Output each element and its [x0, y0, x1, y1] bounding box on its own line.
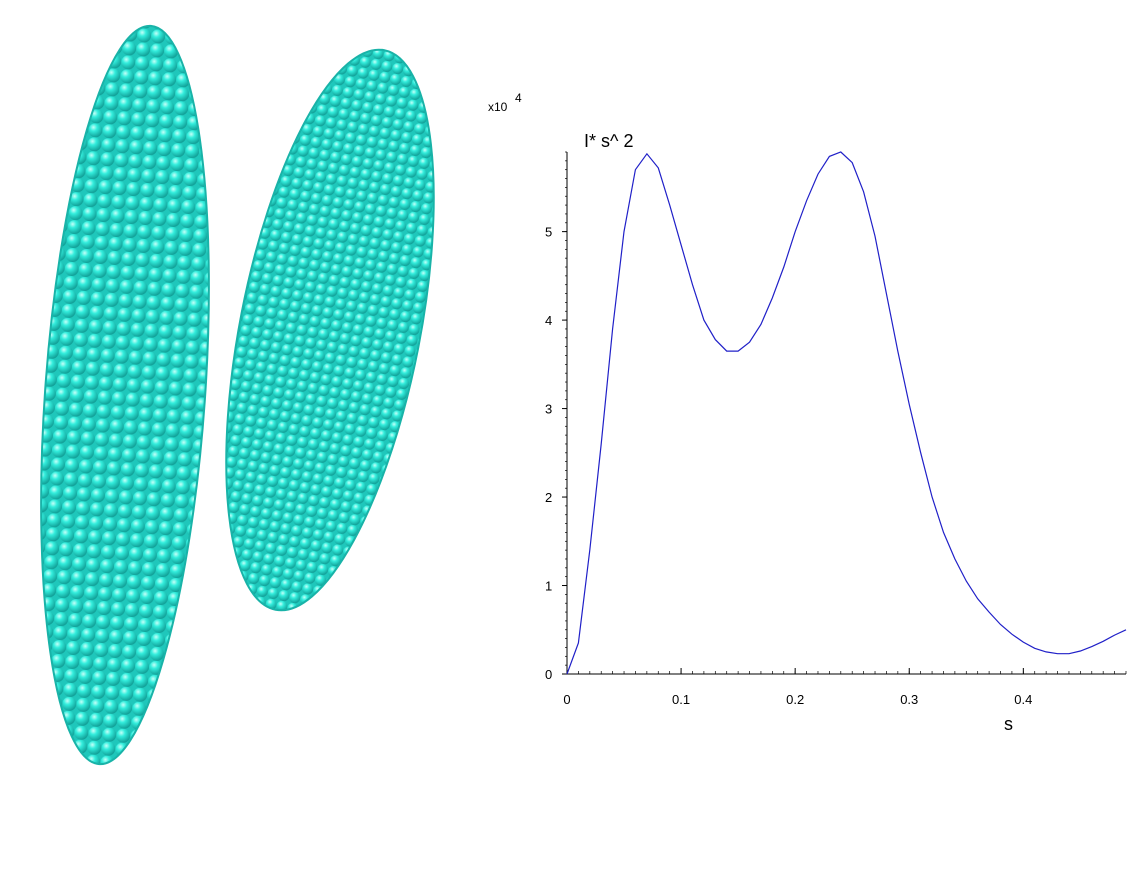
- y-tick-label: 4: [545, 313, 552, 328]
- y-multiplier-exponent: 4: [515, 91, 522, 105]
- bead-cylinder-left: [40, 24, 210, 766]
- x-ticks: 0 0.1 0.2 0.3 0.4: [563, 668, 1032, 707]
- y-tick-label: 2: [545, 490, 552, 505]
- series-group: [566, 151, 1127, 675]
- x-tick-label: 0: [563, 692, 570, 707]
- y-axis-title: I* s^ 2: [584, 131, 633, 151]
- x-tick-label: 0.2: [786, 692, 804, 707]
- y-tick-label: 0: [545, 667, 552, 682]
- x-axis-title: s: [1004, 714, 1013, 734]
- chart: x10 4 I* s^ 2 s 0 1 2 3 4 5 0 0.1 0.2 0.3 0.4: [488, 91, 1127, 734]
- y-tick-label: 3: [545, 402, 552, 417]
- y-tick-label: 5: [545, 225, 552, 240]
- x-tick-label: 0.4: [1014, 692, 1032, 707]
- bead-cylinder-right: [225, 48, 435, 612]
- x-tick-label: 0.3: [900, 692, 918, 707]
- x-tick-label: 0.1: [672, 692, 690, 707]
- series-line: [566, 151, 1127, 675]
- y-multiplier-label: x10: [488, 100, 508, 114]
- y-tick-label: 1: [545, 579, 552, 594]
- molecular-bead-model: [40, 24, 435, 766]
- y-ticks: 0 1 2 3 4 5: [545, 225, 567, 682]
